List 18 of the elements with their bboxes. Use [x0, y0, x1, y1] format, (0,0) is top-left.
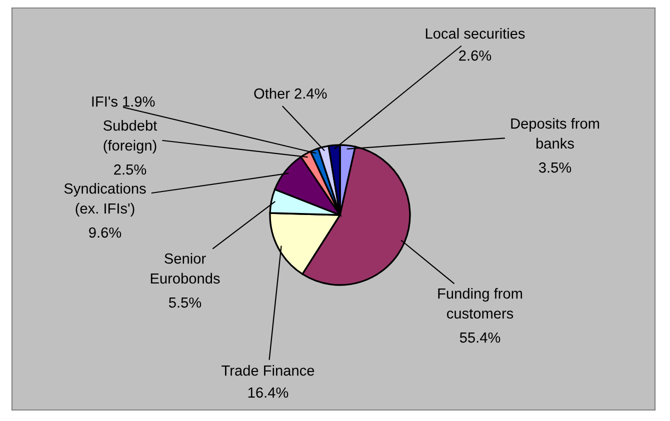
slice-label: Local securities: [426, 28, 525, 39]
slice-label: Deposits from banks: [511, 118, 600, 149]
slice-label: Trade Finance: [222, 365, 314, 376]
data-label: 3.5%: [538, 162, 572, 173]
slice-label: Syndications (ex. IFIs'): [64, 183, 146, 217]
data-label: 5.5%: [168, 297, 202, 308]
slice-label: Funding from customers: [438, 288, 522, 319]
data-label: 9.6%: [89, 227, 122, 238]
slice-label: IFI's: [92, 96, 118, 107]
slice-label: Senior Eurobonds: [150, 253, 220, 284]
data-label: 16.4%: [248, 387, 288, 398]
slice-label: Subdebt (foreign): [104, 120, 158, 154]
data-label: 1.9%: [123, 96, 155, 107]
data-label: 2.4%: [294, 88, 327, 99]
data-label: 55.4%: [460, 332, 500, 343]
data-label: 2.6%: [459, 50, 492, 61]
slice-label: Other: [254, 88, 290, 99]
data-label: 2.5%: [114, 164, 146, 175]
